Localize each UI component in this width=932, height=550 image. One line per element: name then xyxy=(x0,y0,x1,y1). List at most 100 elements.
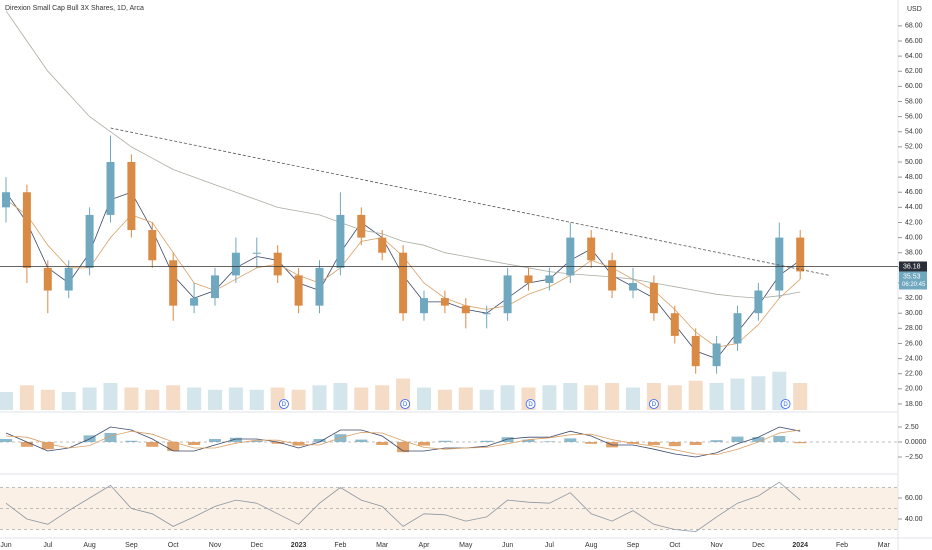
candle-body xyxy=(587,237,596,261)
x-tick-label: Jul xyxy=(545,542,554,549)
macd-line xyxy=(5,426,801,458)
macd-histogram-bar xyxy=(292,441,305,446)
volume-bar xyxy=(291,389,306,410)
macd-histogram-bar xyxy=(146,441,159,447)
candle-body xyxy=(733,313,742,344)
candle-body xyxy=(796,237,805,272)
macd-histogram-bar xyxy=(522,439,535,442)
candle-body xyxy=(252,252,261,254)
candle-body xyxy=(629,282,637,291)
y-tick-label: 58.00 xyxy=(905,98,923,105)
y-tick-label: 22.00 xyxy=(905,371,923,378)
macd-histogram-bar xyxy=(731,436,744,442)
dividend-label: D xyxy=(403,402,408,408)
macd-histogram-bar xyxy=(794,441,807,444)
volume-bar xyxy=(688,380,703,410)
y-tick-label: 38.00 xyxy=(905,250,923,257)
x-tick-label: Jun xyxy=(502,542,513,549)
y-tick-label: 64.00 xyxy=(905,53,923,60)
y-tick-label: 20.00 xyxy=(905,386,923,393)
macd-histogram-bar xyxy=(585,441,598,444)
macd-histogram-bar xyxy=(689,441,702,445)
signal-line xyxy=(5,429,801,456)
y-tick-label: 30.00 xyxy=(905,310,923,317)
x-tick-label: Oct xyxy=(168,542,179,549)
dividend-marker xyxy=(400,399,411,409)
volume-bar xyxy=(751,376,766,410)
dividend-label: D xyxy=(652,402,657,408)
candle-body xyxy=(43,267,52,291)
volume-bar xyxy=(542,385,557,410)
countdown: 06:20:45 xyxy=(902,282,926,288)
macd-histogram-bar xyxy=(313,438,326,442)
candle-body xyxy=(231,252,240,276)
volume-bar xyxy=(124,387,139,410)
candle-body xyxy=(545,275,554,283)
volume-bar xyxy=(417,387,431,410)
volume-bar xyxy=(19,385,34,410)
candle-body xyxy=(524,275,533,283)
x-tick-label: Apr xyxy=(419,542,431,549)
macd-histogram-bar xyxy=(710,440,723,442)
macd-histogram-bar xyxy=(188,441,201,445)
candle-body xyxy=(294,275,303,306)
macd-histogram-bar xyxy=(20,441,33,447)
candle-body xyxy=(754,290,763,314)
y-tick-label: 54.00 xyxy=(905,129,923,136)
volume-bar xyxy=(333,383,348,410)
candle-body xyxy=(420,298,428,314)
volume-bar xyxy=(0,392,13,410)
dividend-marker xyxy=(525,399,536,409)
dividend-label: D xyxy=(528,402,533,408)
macd-histogram-bar xyxy=(167,441,180,451)
macd-histogram-bar xyxy=(104,432,117,442)
volume-bar xyxy=(375,385,390,410)
x-tick-label: Oct xyxy=(669,542,680,549)
candle-body xyxy=(566,237,575,276)
candle-body xyxy=(211,275,219,299)
macd-histogram-bar xyxy=(418,441,430,446)
y-tick-label: 44.00 xyxy=(905,204,923,211)
macd-histogram-bar xyxy=(209,438,221,442)
volume-bar xyxy=(605,383,620,410)
volume-bar xyxy=(709,383,724,410)
macd-histogram-bar xyxy=(271,441,284,444)
y-tick-label: 48.00 xyxy=(905,174,923,181)
macd-histogram-bar xyxy=(250,440,263,442)
volume-bar xyxy=(563,383,578,410)
x-tick-label: 2023 xyxy=(291,542,307,549)
candle-body xyxy=(461,305,470,314)
last-price-label: 35.53 xyxy=(903,273,921,280)
candle-body xyxy=(503,275,512,314)
y-tick-label: 68.00 xyxy=(905,23,923,30)
candle-body xyxy=(357,214,366,238)
trendline xyxy=(110,127,830,276)
dividend-label: D xyxy=(282,402,287,408)
macd-histogram-bar xyxy=(773,435,786,442)
moving-average xyxy=(5,10,801,299)
volume-bar xyxy=(61,392,76,410)
y-tick-label: 32.00 xyxy=(905,295,923,302)
macd-histogram-bar xyxy=(647,441,660,445)
y-tick-label: 60.00 xyxy=(905,495,923,502)
macd-histogram-bar xyxy=(564,438,577,442)
y-tick-label: 66.00 xyxy=(905,38,923,45)
y-tick-label: 0.0000 xyxy=(905,439,927,446)
volume-bar xyxy=(479,389,494,410)
candle-body xyxy=(273,252,282,276)
y-tick-label: 24.00 xyxy=(905,355,923,362)
currency: USD xyxy=(907,6,922,13)
x-tick-label: Feb xyxy=(836,542,848,549)
y-tick-label: 50.00 xyxy=(905,159,923,166)
volume-bar xyxy=(730,378,745,410)
x-tick-label: Aug xyxy=(83,542,96,549)
y-tick-label: 56.00 xyxy=(905,113,923,120)
x-tick-label: Dec xyxy=(752,542,765,549)
macd-histogram-bar xyxy=(668,441,681,447)
volume-bar xyxy=(145,389,160,410)
y-tick-label: 52.00 xyxy=(905,144,923,151)
macd-histogram-bar xyxy=(438,440,451,442)
x-tick-label: Aug xyxy=(585,542,598,549)
volume-bar xyxy=(82,387,97,410)
candle-body xyxy=(336,214,345,268)
